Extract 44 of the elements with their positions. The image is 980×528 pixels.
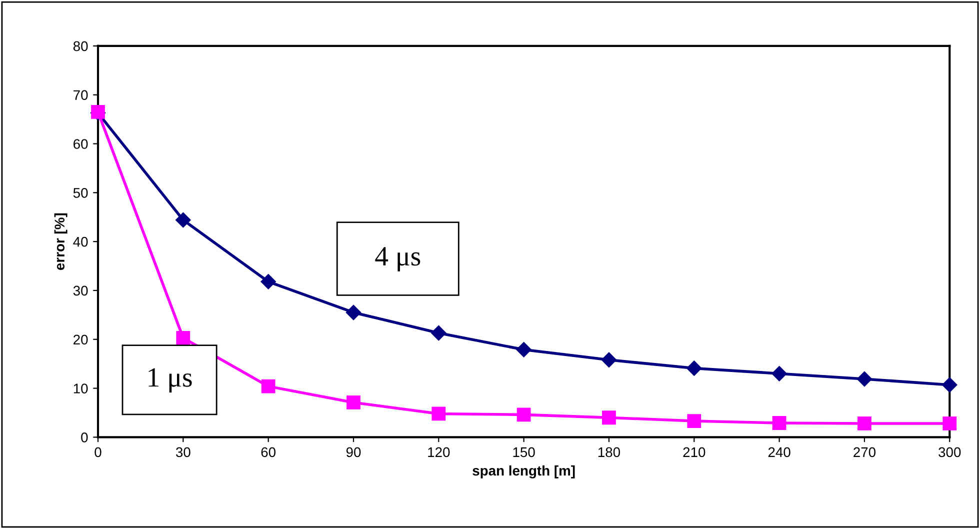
point bbox=[687, 414, 702, 428]
point bbox=[261, 379, 276, 394]
y-tick-label: 40 bbox=[73, 236, 88, 247]
x-tick-label: 150 bbox=[513, 447, 535, 458]
point bbox=[176, 212, 191, 228]
point bbox=[516, 342, 532, 358]
y-tick-label: 50 bbox=[73, 188, 88, 198]
y-tick-label: 10 bbox=[74, 384, 88, 394]
point bbox=[942, 377, 958, 392]
point bbox=[176, 330, 190, 345]
y-tick-label: 0 bbox=[81, 432, 88, 442]
x-tick-label: 210 bbox=[683, 447, 706, 458]
y-tick-label: 80 bbox=[73, 41, 88, 52]
point bbox=[942, 416, 957, 430]
x-tick-label: 120 bbox=[428, 447, 450, 458]
point bbox=[856, 371, 872, 387]
x-axis-title: span length [m] bbox=[472, 465, 575, 478]
y-tick-label: 70 bbox=[74, 90, 88, 100]
x-tick-label: 270 bbox=[854, 447, 876, 458]
x-tick-label: 60 bbox=[261, 447, 276, 458]
series-label: 4 μs bbox=[375, 247, 420, 272]
point bbox=[431, 325, 446, 341]
point bbox=[772, 416, 786, 430]
y-tick-label: 20 bbox=[74, 334, 88, 345]
point bbox=[858, 416, 872, 430]
point bbox=[772, 366, 787, 382]
series-label: 1 μs bbox=[148, 368, 192, 392]
x-tick-label: 30 bbox=[176, 447, 190, 458]
point bbox=[346, 304, 362, 320]
point bbox=[686, 360, 702, 376]
point bbox=[432, 406, 446, 421]
point bbox=[346, 396, 360, 410]
point bbox=[601, 352, 617, 368]
x-tick-label: 90 bbox=[346, 447, 361, 458]
x-tick-label: 180 bbox=[598, 447, 620, 458]
y-tick-label: 30 bbox=[73, 286, 88, 296]
point bbox=[260, 274, 276, 290]
y-axis-title: error [%] bbox=[54, 213, 68, 270]
point bbox=[602, 410, 616, 425]
x-tick-label: 300 bbox=[938, 447, 961, 458]
x-tick-label: 240 bbox=[768, 447, 790, 458]
point bbox=[516, 408, 531, 422]
y-tick-label: 60 bbox=[74, 139, 88, 149]
x-tick-label: 0 bbox=[94, 447, 102, 458]
